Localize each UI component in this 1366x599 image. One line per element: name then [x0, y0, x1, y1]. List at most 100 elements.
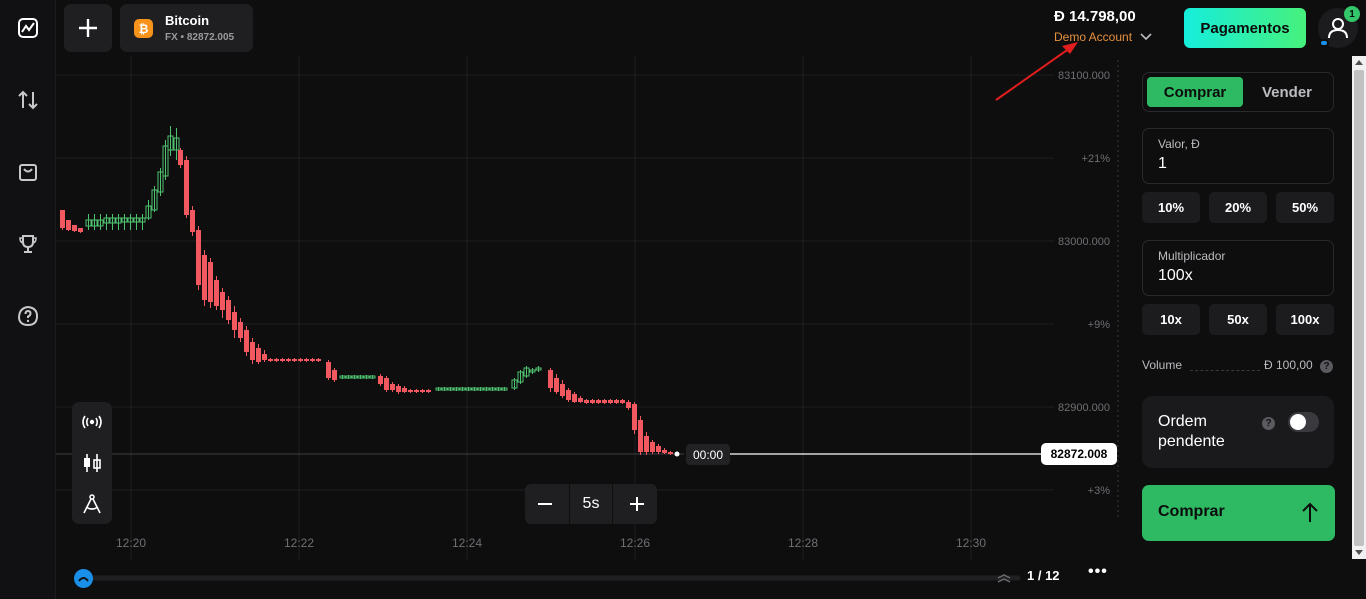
candle-body — [78, 228, 83, 232]
candle-body — [447, 387, 454, 391]
amount-value[interactable]: 1 — [1158, 155, 1167, 172]
candle-body — [121, 217, 128, 223]
buy-button[interactable]: Comprar — [1142, 485, 1335, 541]
drawing-compass-icon[interactable] — [72, 484, 112, 524]
plus-icon — [79, 19, 97, 37]
candle-body — [378, 376, 383, 384]
candle-body — [548, 370, 553, 388]
asset-tab-bitcoin[interactable]: ₿ Bitcoin FX • 82872.005 — [120, 4, 253, 52]
candle-body — [133, 217, 140, 223]
help-icon[interactable] — [15, 303, 41, 329]
candlestick-icon[interactable] — [72, 443, 112, 483]
asset-name: Bitcoin — [165, 13, 210, 28]
price-axis-label: +9% — [1088, 319, 1111, 331]
candle-body — [226, 300, 231, 320]
candle-body — [566, 390, 571, 400]
volume-help-icon[interactable]: ? — [1320, 360, 1333, 373]
zoom-value: 5s — [569, 484, 613, 524]
user-icon — [1328, 18, 1348, 39]
time-axis-label: 12:26 — [620, 536, 650, 550]
payments-button[interactable]: Pagamentos — [1184, 8, 1306, 48]
candle-body — [115, 217, 122, 224]
scroll-down-arrow[interactable] — [1355, 550, 1363, 555]
candle-body — [298, 359, 303, 361]
candle-body — [602, 400, 607, 403]
price-axis-label: 83000.000 — [1058, 236, 1110, 248]
pending-order-toggle[interactable] — [1288, 412, 1319, 432]
candle-body — [178, 150, 183, 165]
candle-body — [614, 400, 619, 403]
live-signal-icon[interactable] — [72, 402, 112, 442]
multiplier-chip-100x[interactable]: 100x — [1276, 304, 1334, 335]
multiplier-label: Multiplicador — [1158, 249, 1226, 263]
bitcoin-icon: ₿ — [134, 19, 153, 38]
candle-body — [232, 312, 237, 330]
candle-body — [351, 375, 358, 379]
multiplier-field[interactable]: Multiplicador 100x — [1142, 240, 1334, 296]
candle-body — [157, 171, 164, 193]
candle-body — [578, 398, 583, 402]
multiplier-chip-50x[interactable]: 50x — [1209, 304, 1267, 335]
candle-body — [465, 387, 472, 391]
candle-body — [280, 359, 285, 361]
candle-body — [316, 359, 321, 361]
candle-body — [441, 387, 448, 391]
candle-body — [326, 362, 331, 378]
shop-icon[interactable] — [15, 159, 41, 185]
scroll-up-arrow[interactable] — [1355, 60, 1363, 65]
amount-chip-20[interactable]: 20% — [1209, 192, 1267, 223]
candle-body — [91, 219, 98, 227]
candle-body — [304, 359, 309, 361]
amount-chip-50[interactable]: 50% — [1276, 192, 1334, 223]
buy-button-label: Comprar — [1158, 503, 1225, 520]
candle-body — [60, 210, 65, 228]
page-count: 1 / 12 — [1027, 568, 1060, 583]
amount-chip-10[interactable]: 10% — [1142, 192, 1200, 223]
timeline-handle[interactable] — [74, 569, 93, 588]
candle-body — [220, 292, 225, 310]
asset-subtitle: FX • 82872.005 — [165, 32, 235, 43]
price-axis-label: 83100.000 — [1058, 70, 1110, 82]
add-asset-button[interactable] — [64, 4, 112, 52]
panel-scrollbar[interactable] — [1352, 56, 1366, 559]
candle-body — [590, 400, 595, 403]
chart-icon[interactable] — [15, 15, 41, 41]
zoom-out-button[interactable] — [525, 484, 565, 524]
price-axis-label: +21% — [1082, 153, 1111, 165]
trophy-icon[interactable] — [15, 231, 41, 257]
amount-label: Valor, Đ — [1158, 137, 1200, 151]
scroll-thumb[interactable] — [1354, 70, 1364, 546]
candle-body — [256, 348, 261, 362]
candle-body — [459, 387, 466, 391]
candle-body — [560, 384, 565, 396]
candle-body — [196, 230, 201, 285]
chevron-up-icon — [78, 577, 89, 582]
candle-body — [453, 387, 460, 391]
candle-body — [151, 189, 158, 211]
candle-body — [167, 135, 174, 151]
annotation-arrow — [995, 47, 1071, 101]
minus-icon — [538, 503, 552, 505]
tab-sell[interactable]: Vender — [1261, 83, 1313, 101]
candle-body — [127, 217, 134, 223]
candle-body — [262, 354, 267, 360]
amount-field[interactable]: Valor, Đ 1 — [1142, 128, 1334, 184]
multiplier-chip-10x[interactable]: 10x — [1142, 304, 1200, 335]
multiplier-value[interactable]: 100x — [1158, 267, 1193, 284]
candle-body — [483, 387, 490, 391]
candle-body — [339, 375, 346, 379]
zoom-in-button[interactable] — [617, 484, 657, 524]
account-type-selector[interactable]: Demo Account — [1054, 30, 1152, 44]
price-axis-label: +3% — [1088, 485, 1111, 497]
candle-body — [390, 384, 395, 390]
tab-buy[interactable]: Comprar — [1147, 77, 1243, 107]
candle-body — [139, 217, 146, 223]
time-axis-label: 12:20 — [116, 536, 146, 550]
candle-body — [97, 219, 104, 227]
more-options-button[interactable]: ••• — [1088, 563, 1108, 580]
candle-body — [396, 386, 401, 392]
volume-value: Đ 100,00 — [1264, 358, 1313, 372]
transactions-icon[interactable] — [15, 87, 41, 113]
layers-icon[interactable] — [996, 570, 1012, 586]
pending-help-icon[interactable]: ? — [1262, 417, 1275, 430]
